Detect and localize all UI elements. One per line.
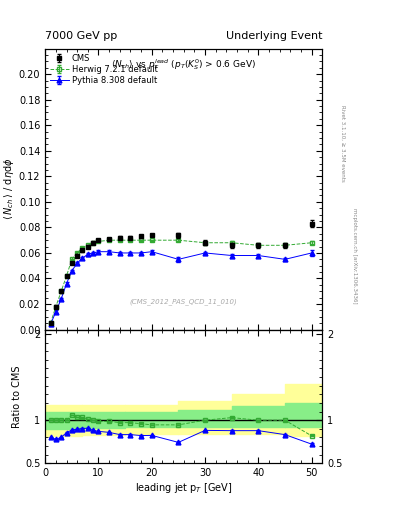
Text: Underlying Event: Underlying Event bbox=[226, 31, 322, 41]
Text: Rivet 3.1.10, ≥ 3.5M events: Rivet 3.1.10, ≥ 3.5M events bbox=[340, 105, 345, 182]
Text: mcplots.cern.ch [arXiv:1306.3436]: mcplots.cern.ch [arXiv:1306.3436] bbox=[352, 208, 357, 304]
Y-axis label: $\langle\,N_{ch}\,\rangle$ / d$\eta$d$\phi$: $\langle\,N_{ch}\,\rangle$ / d$\eta$d$\p… bbox=[2, 158, 16, 220]
Y-axis label: Ratio to CMS: Ratio to CMS bbox=[12, 365, 22, 428]
Text: $\langle N_{ch}\rangle$ vs $p_T^{lead}$ ($p_T(K_S^0)$ > 0.6 GeV): $\langle N_{ch}\rangle$ vs $p_T^{lead}$ … bbox=[111, 57, 256, 72]
Text: 7000 GeV pp: 7000 GeV pp bbox=[45, 31, 118, 41]
X-axis label: leading jet p$_T$ [GeV]: leading jet p$_T$ [GeV] bbox=[135, 481, 233, 495]
Legend: CMS, Herwig 7.2.1 default, Pythia 8.308 default: CMS, Herwig 7.2.1 default, Pythia 8.308 … bbox=[47, 50, 161, 88]
Text: (CMS_2012_PAS_QCD_11_010): (CMS_2012_PAS_QCD_11_010) bbox=[130, 298, 238, 305]
